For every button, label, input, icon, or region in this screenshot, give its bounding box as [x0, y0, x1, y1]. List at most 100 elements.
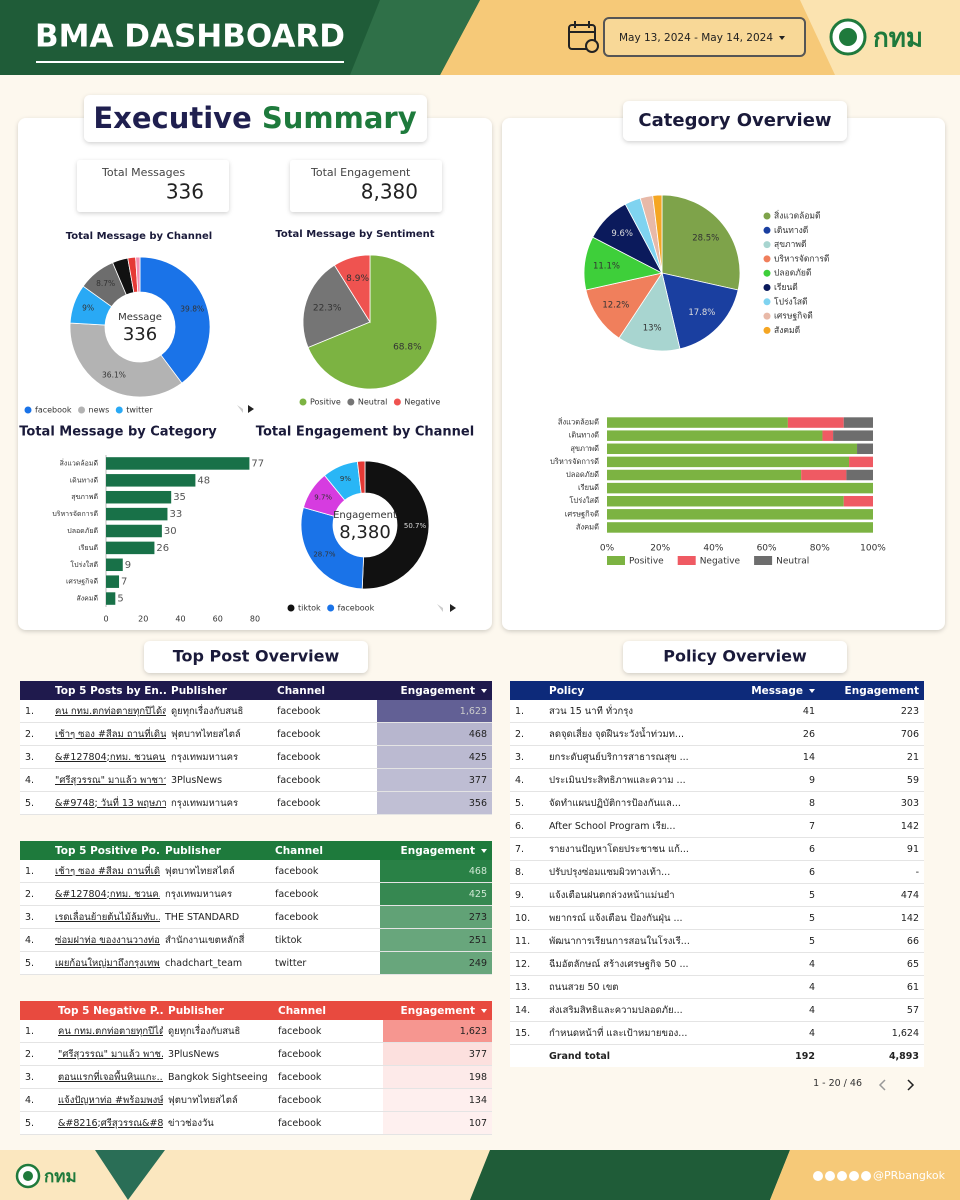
legend-pager-next[interactable]	[248, 405, 254, 413]
column-header[interactable]: Policy	[549, 684, 585, 697]
column-header[interactable]: Top 5 Negative P...	[58, 1004, 163, 1017]
table-cell: 15.	[510, 1021, 544, 1045]
chart-title: Total Message by Category	[19, 425, 217, 440]
table-cell: แจ้งเตือนฝนตกล่วงหน้าแม่นยำ	[544, 883, 720, 907]
post-link[interactable]: ซ่อมฝาท่อ ของงานวางท่อว...	[50, 928, 160, 952]
column-header[interactable]: Engagement	[844, 684, 919, 697]
slice-label: 68.8%	[393, 343, 422, 353]
column-header[interactable]: Top 5 Posts by En...	[55, 684, 166, 697]
column-header[interactable]: Publisher	[168, 1004, 224, 1017]
post-link[interactable]: เช้าๆ ซอง #สีลม ถานที่เดิน...	[50, 860, 160, 883]
table-cell: 377	[383, 1042, 492, 1066]
legend-swatch	[677, 556, 696, 565]
legend-label: facebook	[338, 604, 375, 613]
table-cell: 7.	[510, 837, 544, 861]
pie-slice	[69, 322, 183, 398]
post-link[interactable]: คน กทม.ตกท่อตายทุกปีได้...	[53, 1020, 163, 1043]
post-link[interactable]: &#127804;กทม. ชวนค...	[50, 882, 160, 906]
slice-label: 9%	[82, 304, 94, 313]
pagination: 1 - 20 / 46	[813, 1078, 862, 1089]
table-row: 5. &#8216;ศรีสุวรรณ&#8... ข่าวช่องวัน faceb…	[20, 1111, 492, 1135]
column-header[interactable]: Channel	[275, 844, 323, 857]
y-tick-label: เดินทางดี	[70, 476, 98, 484]
legend-pager-prev[interactable]	[237, 405, 243, 413]
y-tick-label: สังคมดี	[576, 522, 599, 531]
y-tick-label: เศรษฐกิจดี	[66, 578, 98, 586]
page-prev[interactable]	[878, 1079, 886, 1091]
post-link[interactable]: เรดเลื่อนย้ายต้นไม้ล้มทับ...	[50, 905, 160, 929]
table-cell: ฉีมอัตลักษณ์ สร้างเศรษฐกิจ 50 ...	[544, 952, 720, 976]
post-link[interactable]: "ศรีสุวรรณ" มาแล้ว พาชาว...	[50, 768, 166, 792]
dropdown-arrow[interactable]	[779, 36, 785, 40]
legend-pager-prev[interactable]	[437, 604, 443, 612]
column-header[interactable]: Message	[720, 681, 820, 700]
table-cell: 10.	[510, 906, 544, 930]
pie-slice	[361, 460, 430, 590]
table-cell: 6.	[510, 814, 544, 838]
column-header[interactable]: Top 5 Positive Po...	[55, 844, 160, 857]
table-cell: 273	[380, 905, 492, 929]
date-picker[interactable]	[603, 17, 806, 57]
footer-handle: @PRbangkok	[873, 1169, 946, 1182]
post-link[interactable]: &#127804;กทม. ชวนคน...	[50, 745, 166, 769]
pie-slice	[585, 272, 663, 339]
table-cell: 26	[720, 722, 820, 746]
post-link[interactable]: แจ้งปัญหาท่อ #พร้อมพงษ์ มี...	[53, 1088, 163, 1112]
bar-segment	[607, 443, 858, 455]
post-link[interactable]: ตอนแรกที่เจอพื้นหินแกะ...	[53, 1065, 163, 1089]
slice-label: 8.9%	[346, 274, 369, 284]
column-header[interactable]: Channel	[278, 1004, 326, 1017]
date-range[interactable]: May 13, 2024 - May 14, 2024	[619, 32, 773, 44]
column-header[interactable]: Engagement	[380, 841, 492, 860]
data-label: 35	[173, 492, 186, 503]
post-link[interactable]: "ศรีสุวรรณ" มาแล้ว พาช...	[53, 1042, 163, 1066]
table-cell: 1.	[20, 700, 50, 723]
column-header[interactable]: Publisher	[171, 684, 227, 697]
table-row: 6. After School Program เรีย... 7 142	[510, 814, 924, 838]
table-cell: 6	[720, 837, 820, 861]
slice-label: 39.8%	[180, 305, 204, 314]
table-cell: facebook	[272, 791, 377, 815]
column-header[interactable]: Channel	[277, 684, 325, 697]
legend-pager-next[interactable]	[450, 604, 456, 612]
column-header[interactable]: Publisher	[165, 844, 221, 857]
table-cell: 4.	[20, 1088, 53, 1112]
post-link[interactable]: &#8216;ศรีสุวรรณ&#8...	[53, 1111, 163, 1135]
slice-label: 28.5%	[692, 233, 719, 243]
column-header[interactable]: Engagement	[383, 1001, 492, 1020]
page-next[interactable]	[907, 1079, 915, 1091]
table-cell: facebook	[273, 1088, 383, 1112]
post-link[interactable]: คน กทม.ตกท่อตายทุกปีได้ส...	[50, 700, 166, 723]
x-tick-label: 80	[250, 615, 260, 624]
data-label: 48	[197, 475, 210, 486]
legend-label: บริหารจัดการดี	[774, 253, 829, 264]
table-cell: 249	[380, 951, 492, 975]
table-cell: twitter	[270, 951, 380, 975]
center-value: 336	[123, 324, 157, 345]
table-row: 12. ฉีมอัตลักษณ์ สร้างเศรษฐกิจ 50 ... 4 65	[510, 952, 924, 976]
x-tick-label: 60	[213, 615, 223, 624]
section-badge	[623, 641, 847, 673]
table-cell: 3.	[510, 745, 544, 769]
slice-label: 28.7%	[313, 550, 336, 558]
chart-title: Total Message by Channel	[66, 231, 212, 242]
section-badge	[84, 95, 427, 142]
kpi-value: 336	[166, 180, 204, 204]
post-link[interactable]: เผยก้อนใหญ่มาถึงกรุงเทพ...	[50, 951, 160, 975]
pie-slice	[356, 460, 366, 494]
legend-label: facebook	[35, 406, 72, 415]
pie-slice	[300, 507, 365, 590]
table-row: 1. คน กทม.ตกท่อตายทุกปีได้... ดูยทุกเรื่อง…	[20, 1020, 492, 1043]
legend-swatch	[287, 604, 295, 612]
post-link[interactable]: &#9748; วันที่ 13 พฤษภา...	[50, 791, 166, 815]
table-cell: 3PlusNews	[163, 1042, 273, 1066]
total-row: Grand total 192 4,893	[510, 1045, 924, 1068]
legend-label: สุขภาพดี	[774, 239, 807, 250]
column-header[interactable]: Engagement	[377, 681, 492, 700]
header-row: Top 5 Posts by En... Publisher Channel Enga…	[20, 681, 492, 700]
legend-label: twitter	[126, 406, 153, 415]
bar	[106, 507, 168, 521]
post-link[interactable]: เช้าๆ ซอง #สีลม ถานที่เดินใ...	[50, 722, 166, 746]
x-tick-label: 100%	[860, 544, 886, 554]
table-row: 4.แจ้งปัญหาท่อ #พร้อมพงษ์ มี...ฟุตบาทไทย…	[20, 1088, 492, 1112]
